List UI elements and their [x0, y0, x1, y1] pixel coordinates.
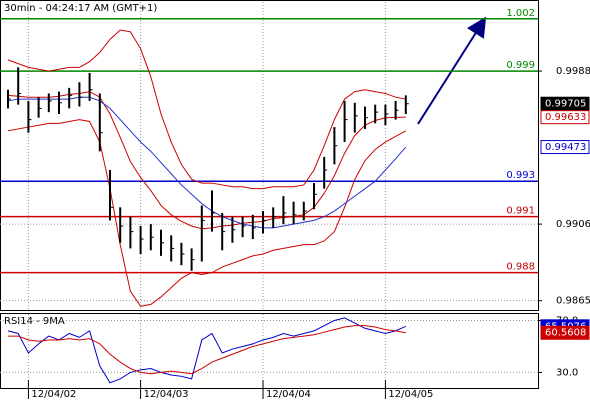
rsi-line	[7, 317, 407, 384]
x-tick-label: 12/04/02	[31, 389, 76, 400]
price-marker	[540, 325, 590, 340]
level-label: 0.991	[506, 206, 535, 217]
price-panel	[0, 0, 539, 311]
indicator-line	[7, 119, 407, 307]
y-tick-label: 0.9988	[556, 66, 590, 77]
price-marker-label: 0.99473	[545, 142, 586, 153]
rsi-line	[8, 325, 406, 375]
indicator-line	[7, 96, 407, 229]
y-tick-label: 30.0	[556, 367, 578, 378]
rsi-title: RSI14 - 9MA	[4, 316, 65, 327]
indicator-line	[7, 91, 406, 230]
y-tick-label: 0.9865	[556, 296, 590, 307]
level-label: 0.999	[506, 60, 535, 71]
trend-arrow	[417, 16, 487, 125]
rsi-panel	[0, 313, 539, 389]
price-marker	[540, 140, 590, 155]
x-tick-label: 12/04/03	[144, 389, 189, 400]
price-marker-label: 60.5608	[545, 328, 586, 339]
price-marker-label: 0.99705	[545, 99, 586, 110]
x-tick-label: 12/04/04	[266, 389, 311, 400]
level-label: 0.988	[506, 262, 535, 273]
level-label: 1.002	[506, 8, 535, 19]
indicator-line	[7, 29, 406, 190]
chart-title: 30min - 04:24:17 AM (GMT+1)	[4, 3, 157, 14]
price-marker	[540, 110, 590, 125]
price-marker-label: 0.99633	[545, 112, 586, 123]
y-tick-label: 0.9906	[556, 219, 590, 230]
level-label: 0.993	[506, 170, 535, 181]
x-tick-label: 12/04/05	[388, 389, 433, 400]
